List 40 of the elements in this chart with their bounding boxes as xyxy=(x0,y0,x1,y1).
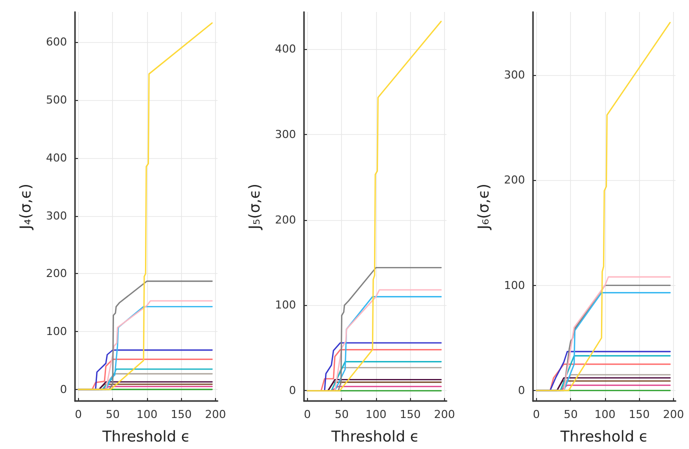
x-tick-label: 100 xyxy=(594,408,616,421)
y-tick-label: 500 xyxy=(46,93,67,106)
line-series xyxy=(306,20,442,392)
y-tick-label: 200 xyxy=(504,174,525,187)
y-tick-label: 0 xyxy=(518,384,525,397)
x-tick-label: 0 xyxy=(74,408,82,421)
x-axis-title: Threshold ϵ xyxy=(330,428,420,446)
y-tick-label: 100 xyxy=(275,298,296,312)
x-tick-label: 150 xyxy=(170,408,192,421)
y-axis-title: J₅(σ,ϵ) xyxy=(246,184,264,230)
y-tick-label: 100 xyxy=(504,278,525,292)
x-tick-label: 50 xyxy=(106,408,120,421)
x-tick-label: 200 xyxy=(663,408,684,421)
y-tick-label: 400 xyxy=(275,42,296,56)
y-tick-label: 200 xyxy=(275,213,296,226)
x-tick-label: 200 xyxy=(434,408,455,421)
y-tick-label: 200 xyxy=(46,267,67,280)
y-tick-label: 300 xyxy=(46,209,67,222)
x-tick-label: 150 xyxy=(400,408,421,421)
y-tick-label: 100 xyxy=(46,325,67,338)
x-tick-label: 0 xyxy=(532,408,540,421)
line-series xyxy=(536,22,671,392)
y-tick-label: 0 xyxy=(60,382,67,396)
y-tick-label: 400 xyxy=(46,151,67,164)
y-axis-title: J₄(σ,ϵ) xyxy=(16,184,34,230)
y-axis-title: J₆(σ,ϵ) xyxy=(474,184,492,230)
x-tick-label: 150 xyxy=(628,408,650,421)
x-axis-title: Threshold ϵ xyxy=(559,428,648,446)
x-tick-label: 100 xyxy=(365,408,386,421)
y-tick-label: 600 xyxy=(46,36,67,49)
line-series xyxy=(78,22,213,390)
x-axis-title: Threshold ϵ xyxy=(101,428,190,446)
x-tick-label: 50 xyxy=(334,408,349,421)
x-tick-label: 0 xyxy=(304,408,311,421)
y-tick-label: 0 xyxy=(289,384,296,398)
y-tick-label: 300 xyxy=(275,128,296,141)
y-tick-label: 300 xyxy=(504,68,525,82)
x-tick-label: 200 xyxy=(205,408,226,421)
x-tick-label: 100 xyxy=(136,408,158,421)
x-tick-label: 50 xyxy=(564,408,578,421)
